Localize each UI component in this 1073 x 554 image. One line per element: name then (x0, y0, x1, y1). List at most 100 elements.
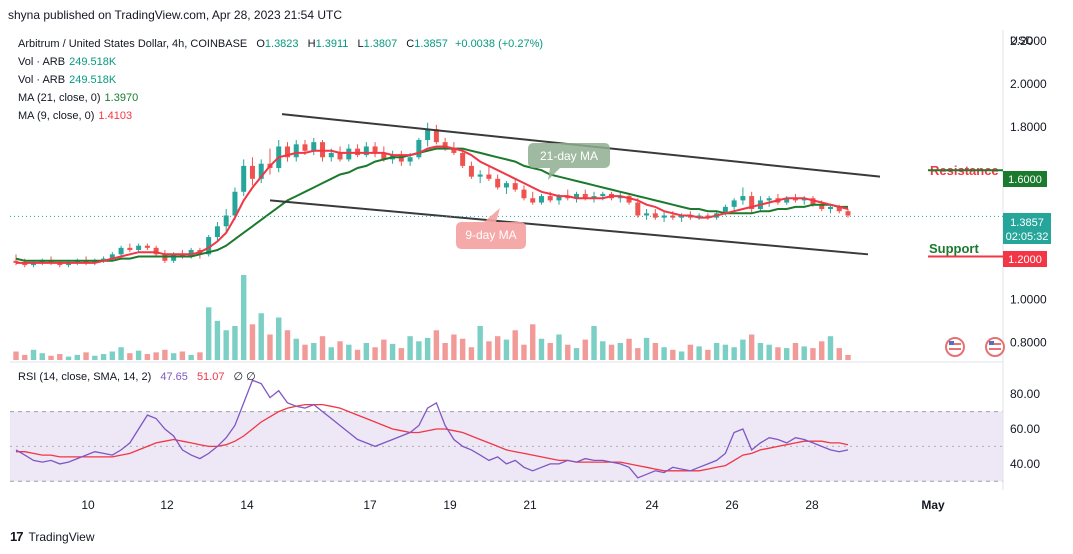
volume-bar (30, 349, 37, 360)
rsi-axis-ticks: 80.00 60.00 40.00 (1010, 387, 1040, 471)
candle-body (477, 174, 483, 177)
candle-body (433, 129, 439, 143)
candle-body (810, 198, 816, 205)
symbol-title[interactable]: Arbitrum / United States Dollar, 4h, COI… (18, 38, 248, 50)
candle-body (836, 206, 842, 212)
volume-bar (109, 351, 116, 360)
high-label: H (307, 38, 316, 50)
volume-bar (100, 354, 107, 360)
volume-bar (591, 326, 597, 360)
candle-body (162, 254, 168, 261)
volume-bar (13, 351, 19, 360)
rsi-tick: 80.00 (1010, 387, 1040, 401)
candle-body (241, 165, 247, 192)
candle-body (512, 183, 518, 190)
candle-body (792, 198, 798, 201)
candle-body (136, 245, 142, 250)
volume-bar (687, 344, 694, 360)
candle-body (705, 215, 711, 218)
time-tick: 14 (240, 498, 254, 512)
currency-label[interactable]: USD (1010, 35, 1034, 47)
volume-bar (827, 336, 834, 360)
volume-bar (722, 344, 729, 360)
countdown-value: 02:05:32 (1006, 231, 1049, 243)
price-tick: 1.8000 (1010, 120, 1047, 134)
volume-bar (337, 341, 343, 360)
candle-body (57, 262, 63, 266)
last-price-tag: 1.3857 02:05:32 (1003, 213, 1051, 244)
volume-bar (127, 353, 133, 360)
candle-body (258, 163, 264, 179)
volume-bar (530, 324, 536, 360)
volume-bar (92, 355, 98, 360)
support-price-tag: 1.2000 (1003, 251, 1047, 267)
candle-body (206, 237, 212, 255)
candle-body (381, 152, 387, 160)
candle-body (635, 202, 641, 216)
volume-bar (740, 339, 746, 360)
rsi-label[interactable]: RSI (14, close, SMA, 14, 2) (18, 371, 152, 383)
volume-bar (459, 338, 466, 360)
volume-bar (232, 326, 238, 360)
us-flag-icon-2[interactable] (985, 337, 1005, 357)
volume-bar (696, 346, 702, 360)
volume-bar (170, 353, 177, 360)
candle-body (39, 260, 45, 263)
volume-bar (39, 353, 45, 360)
candle-body (320, 142, 326, 158)
volume-bar (643, 337, 650, 360)
brand-name: TradingView (28, 529, 95, 544)
volume-bar (389, 343, 396, 360)
volume-bar (241, 275, 247, 360)
volume-bar (845, 354, 851, 360)
volume-bar (197, 352, 203, 360)
volume-bar (381, 339, 387, 360)
volume-bar (503, 339, 510, 360)
volume-bar (214, 320, 221, 360)
price-axis-ticks: 2.2000 2.0000 1.8000 1.0000 0.8000 (1010, 34, 1047, 350)
vol2-label[interactable]: Vol · ARB (18, 74, 66, 86)
ma9-value: 1.4103 (98, 110, 133, 122)
candle-body (66, 262, 72, 266)
candle-body (48, 260, 54, 263)
ma21-label[interactable]: MA (21, close, 0) (18, 92, 101, 104)
volume-bar (810, 348, 816, 360)
footer-brand[interactable]: 17 TradingView (10, 529, 95, 544)
price-tick: 2.0000 (1010, 77, 1047, 91)
rsi-extra: ∅ ∅ (233, 371, 256, 383)
volume-bar (205, 307, 212, 360)
volume-bar (477, 326, 483, 360)
open-value: 1.3823 (264, 38, 299, 50)
candle-body (249, 165, 255, 179)
candle-body (22, 262, 28, 266)
vol1-label[interactable]: Vol · ARB (18, 56, 66, 68)
change-value: +0.0038 (+0.27%) (454, 38, 544, 50)
candle-body (13, 260, 19, 263)
candle-body (328, 152, 334, 158)
rsi-sma-line (16, 403, 849, 472)
volume-bar (670, 349, 676, 360)
volume-bars (13, 275, 851, 360)
time-tick: 12 (160, 498, 174, 512)
volume-bar (661, 347, 667, 360)
chart-legend: Arbitrum / United States Dollar, 4h, COI… (18, 35, 543, 125)
volume-bar (372, 347, 378, 360)
candle-body (784, 198, 790, 203)
ma9-label[interactable]: MA (9, close, 0) (18, 110, 95, 122)
last-price-value: 1.3857 (1010, 217, 1044, 229)
candle-body (591, 196, 597, 199)
volume-bar (223, 330, 229, 360)
close-value: 1.3857 (414, 38, 448, 50)
ma9-callout-text: 9-day MA (465, 228, 516, 242)
tradingview-logo-icon: 17 (10, 529, 24, 544)
us-flag-icon[interactable] (945, 337, 965, 357)
high-value: 1.3911 (315, 38, 349, 50)
volume-bar (398, 348, 405, 360)
candle-body (652, 213, 658, 218)
ma21-value: 1.3970 (104, 92, 139, 104)
rsi-sma-value: 51.07 (196, 371, 225, 383)
candle-body (425, 129, 431, 140)
candle-body (232, 191, 238, 216)
candle-body (801, 198, 807, 201)
